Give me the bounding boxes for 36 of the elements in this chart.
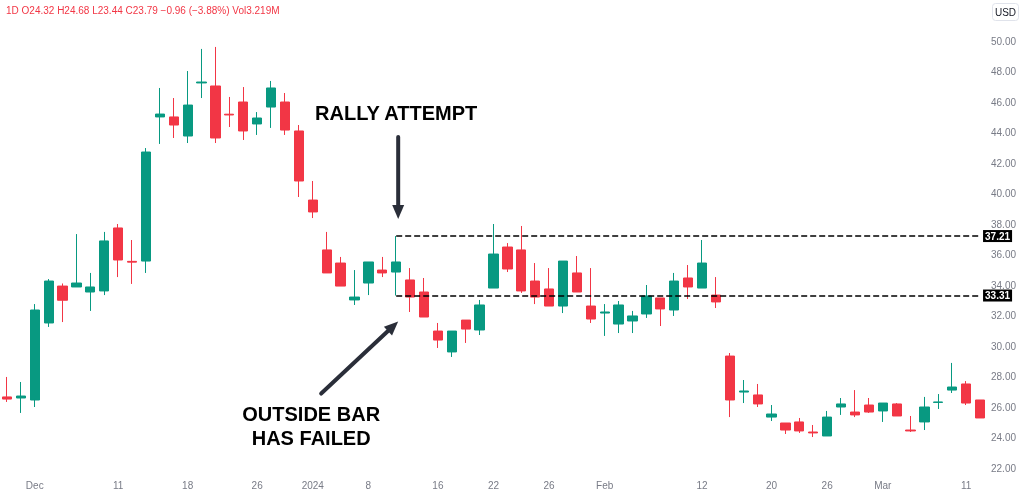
x-tick-label: 22 [487, 479, 500, 491]
x-tick-label: Feb [596, 479, 614, 491]
x-tick-label: Mar [874, 479, 893, 491]
annotation: OUTSIDE BAR HAS FAILED [242, 402, 381, 449]
y-tick-label: 36.00 [991, 249, 1017, 260]
y-tick-label: 44.00 [991, 127, 1017, 138]
y-tick-label: 28.00 [991, 371, 1017, 382]
y-tick-label: 38.00 [991, 218, 1017, 230]
ref-line-label: 37.21 [985, 230, 1011, 242]
annotation: RALLY ATTEMPT [315, 102, 478, 125]
y-tick-label: 26.00 [991, 401, 1017, 413]
y-tick-label: 40.00 [991, 188, 1017, 199]
y-tick-label: 42.00 [991, 157, 1017, 169]
y-tick-label: 48.00 [991, 66, 1017, 77]
y-tick-label: 32.00 [991, 310, 1017, 321]
y-tick-label: 46.00 [991, 96, 1017, 108]
y-tick-label: 24.00 [991, 432, 1017, 443]
x-tick-label: 8 [365, 479, 372, 491]
x-tick-label: 12 [696, 479, 709, 491]
y-axis-title: USD [994, 6, 1017, 18]
x-tick-label: 26 [251, 479, 264, 491]
x-tick-label: 20 [765, 479, 778, 491]
x-tick-label: 18 [182, 479, 194, 491]
text: 1D O24.32 H24.68 L23.44 C23.79 −0.96 (−3.88%) Vol3.219M [6, 4, 280, 16]
x-tick-label: 2024 [301, 479, 325, 491]
x-tick-label: 26 [821, 479, 834, 491]
x-tick-label: 11 [112, 479, 124, 491]
ref-line-label: 33.31 [985, 290, 1011, 302]
y-tick-label: 22.00 [991, 462, 1017, 474]
y-tick-label: 30.00 [991, 340, 1017, 352]
x-tick-label: 16 [432, 479, 444, 491]
y-tick-label: 34.00 [991, 279, 1017, 291]
x-tick-label: 26 [543, 479, 556, 491]
x-tick-label: 11 [960, 479, 972, 491]
y-tick-label: 50.00 [991, 35, 1017, 47]
x-tick-label: Dec [25, 479, 44, 491]
